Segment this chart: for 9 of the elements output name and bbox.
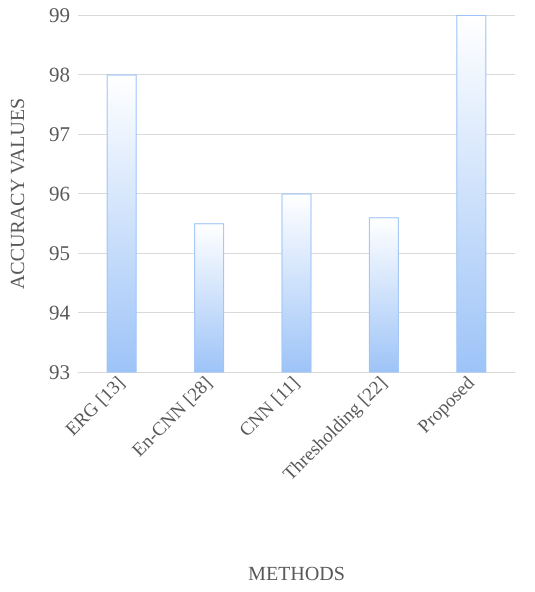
y-tick-label: 93 [49, 360, 70, 384]
y-tick-label: 98 [49, 62, 70, 86]
y-tick-label: 96 [49, 182, 70, 206]
x-axis-title: METHODS [248, 563, 345, 585]
y-tick-label: 99 [49, 3, 70, 27]
y-tick-label: 95 [49, 241, 70, 265]
y-axis-title: ACCURACY VALUES [7, 98, 29, 290]
y-tick-label: 97 [49, 122, 70, 146]
y-tick-label: 94 [49, 300, 70, 324]
